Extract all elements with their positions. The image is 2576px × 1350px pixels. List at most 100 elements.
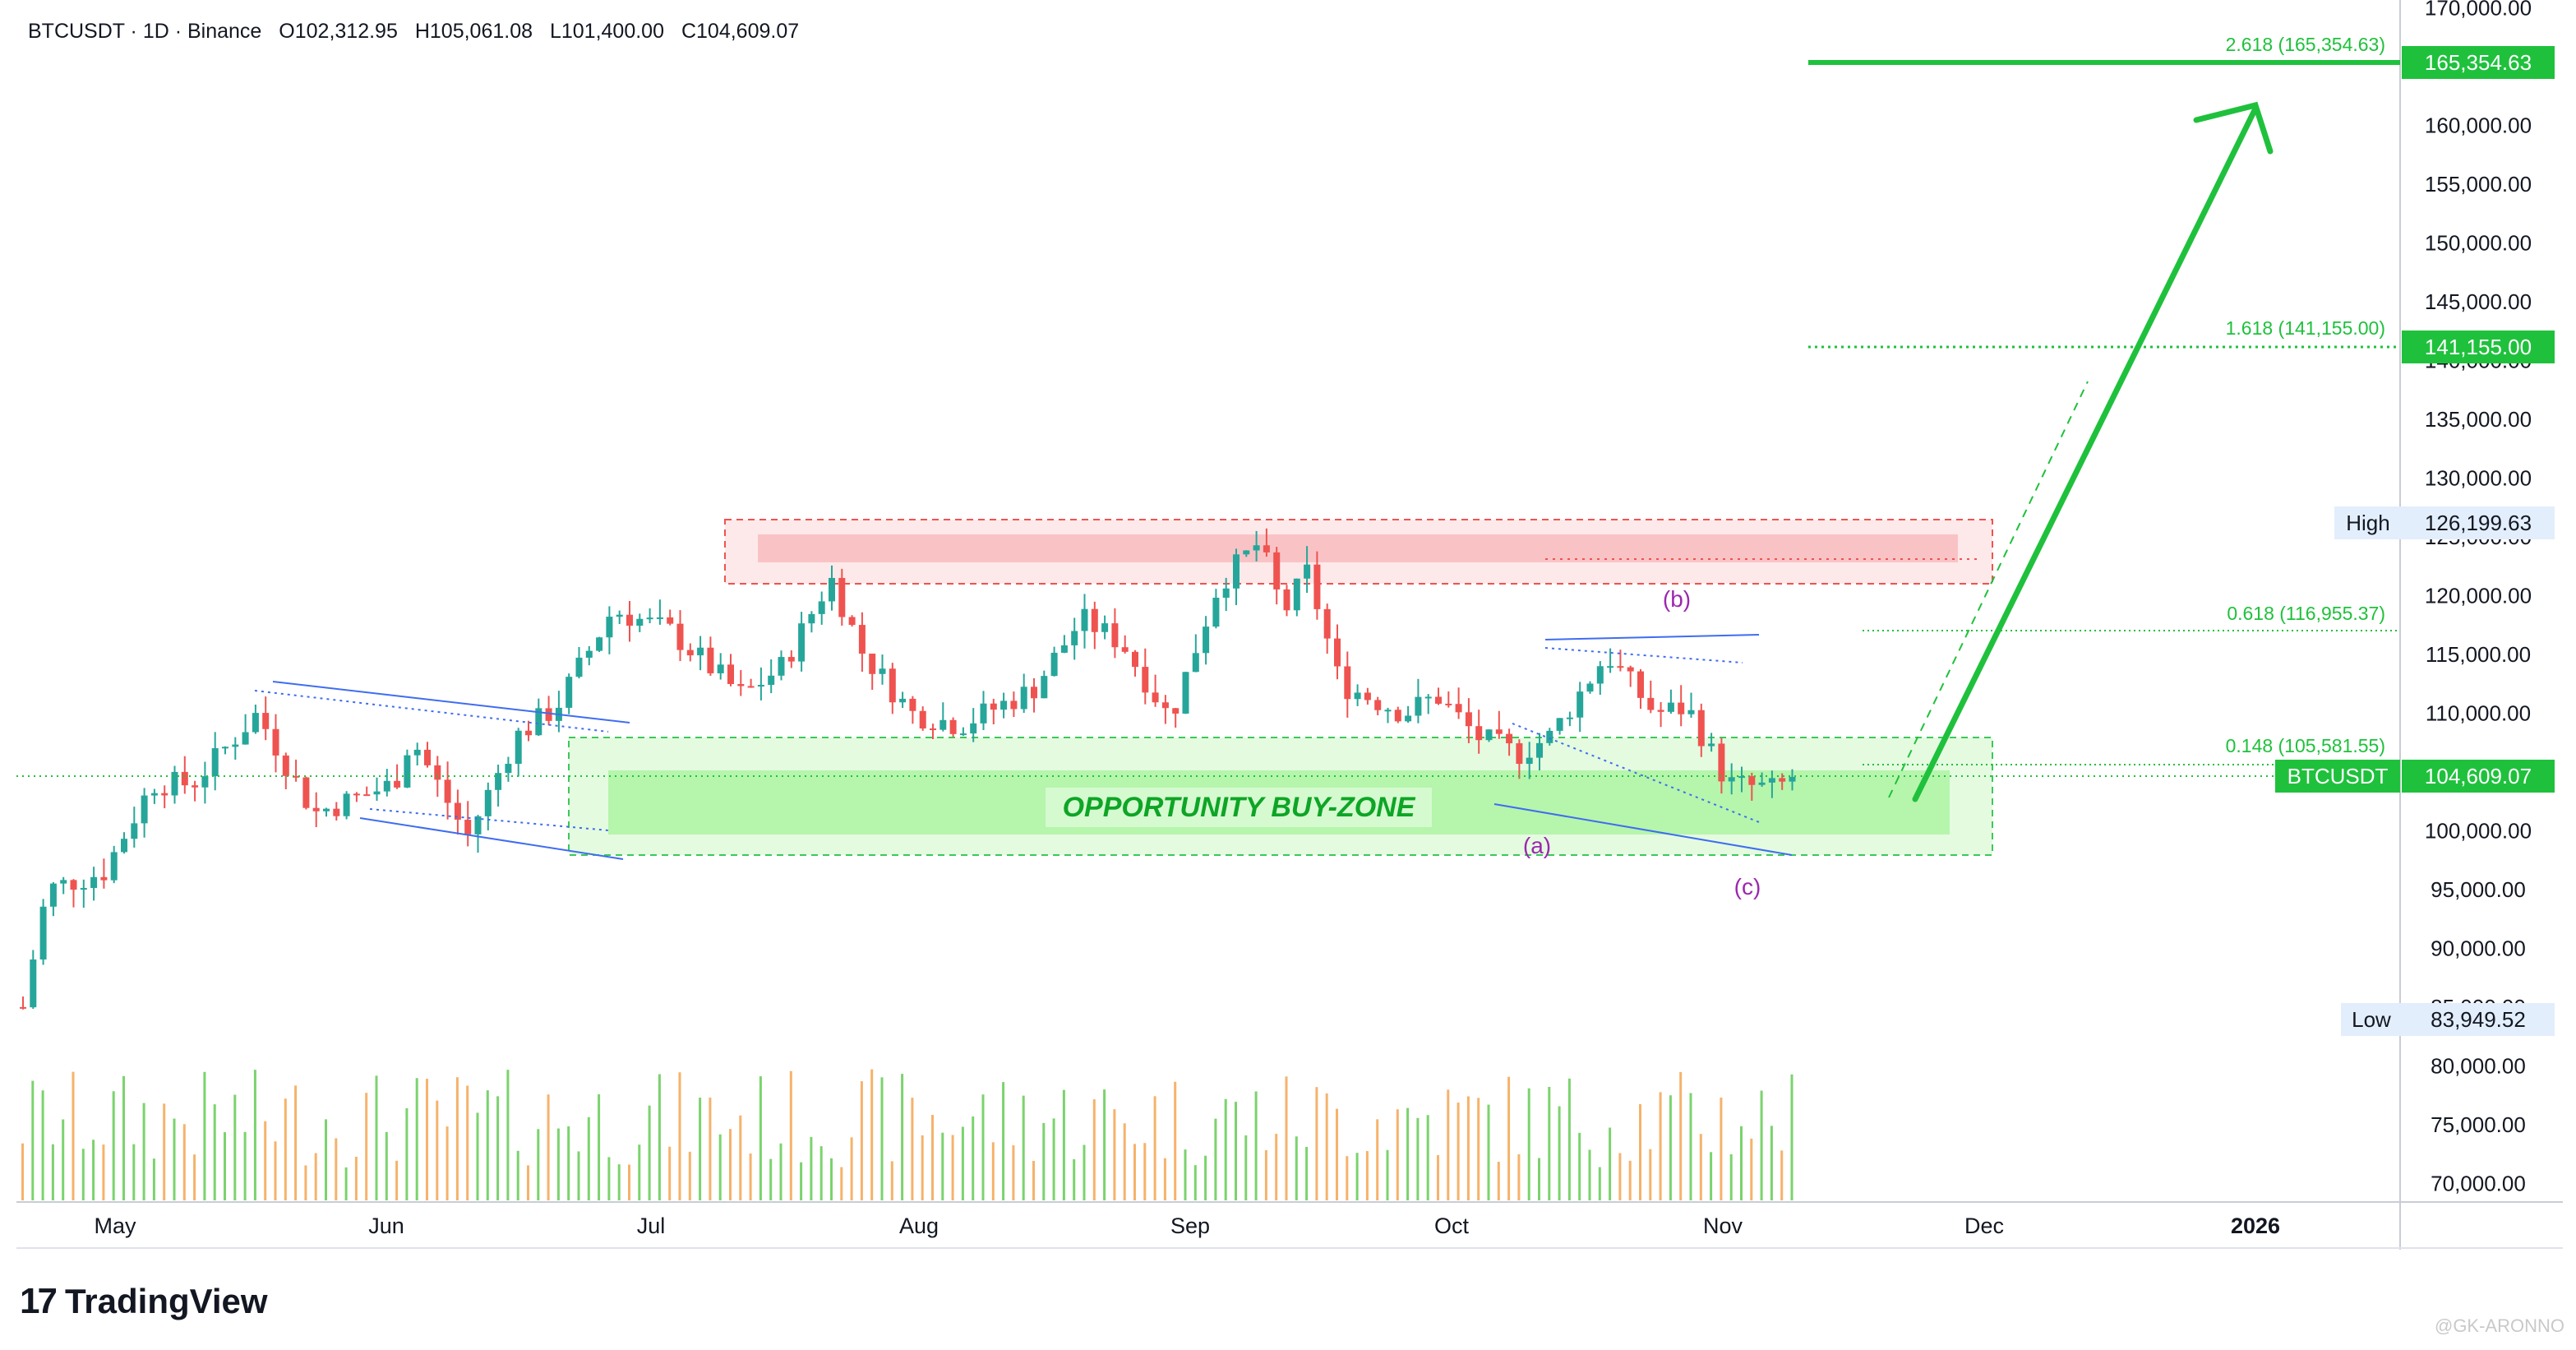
candle-body bbox=[1334, 638, 1341, 667]
candle-body bbox=[1091, 608, 1098, 632]
candle-body bbox=[1687, 710, 1695, 714]
volume-bar bbox=[1609, 1127, 1612, 1200]
buy-zone-label: OPPORTUNITY BUY-ZONE bbox=[1046, 788, 1432, 827]
volume-bar bbox=[405, 1107, 409, 1200]
volume-bar bbox=[1487, 1104, 1490, 1200]
y-tick-label: 75,000.00 bbox=[2431, 1112, 2526, 1137]
candle-body bbox=[70, 880, 77, 890]
candle-body bbox=[302, 777, 310, 808]
candle-body bbox=[1010, 700, 1018, 710]
candle-body bbox=[919, 710, 926, 729]
volume-bar bbox=[1235, 1102, 1237, 1200]
candle-body bbox=[464, 820, 472, 835]
volume-bar bbox=[395, 1160, 399, 1200]
candle-body bbox=[1637, 671, 1644, 698]
volume-bar bbox=[1710, 1152, 1713, 1200]
svg-text:BTCUSDT: BTCUSDT bbox=[2287, 764, 2389, 788]
volume-bar bbox=[1365, 1151, 1369, 1200]
volume-bar bbox=[1062, 1089, 1065, 1200]
candle-body bbox=[424, 749, 431, 765]
volume-bar bbox=[1012, 1145, 1015, 1200]
volume-bar bbox=[112, 1091, 115, 1200]
candle-body bbox=[1405, 715, 1412, 722]
candle-body bbox=[1081, 608, 1088, 631]
volume-bar bbox=[1346, 1156, 1349, 1200]
candle-body bbox=[60, 880, 67, 884]
candle-body bbox=[1152, 692, 1159, 703]
candle-body bbox=[1111, 623, 1119, 648]
volume-bar bbox=[800, 1162, 803, 1200]
volume-bar bbox=[830, 1158, 833, 1200]
x-tick-label: 2026 bbox=[2231, 1214, 2280, 1238]
y-tick-label: 170,000.00 bbox=[2425, 0, 2532, 21]
candle-body bbox=[1607, 666, 1614, 668]
volume-bar bbox=[1103, 1089, 1106, 1200]
volume-bar bbox=[1264, 1149, 1267, 1200]
candle-body bbox=[1283, 589, 1290, 611]
candle-body bbox=[1627, 667, 1634, 672]
volume-bar bbox=[931, 1115, 934, 1200]
candle-body bbox=[616, 614, 623, 617]
volume-bar bbox=[668, 1146, 672, 1200]
candle-body bbox=[1212, 598, 1220, 627]
candle-body bbox=[879, 668, 886, 674]
volume-bar bbox=[1466, 1096, 1470, 1200]
price-tag-current: BTCUSDT 104,609.07 bbox=[2275, 760, 2555, 793]
y-tick-label: 80,000.00 bbox=[2431, 1053, 2526, 1078]
volume-bar bbox=[1224, 1098, 1227, 1200]
volume-bar bbox=[426, 1079, 428, 1200]
volume-bar bbox=[1416, 1117, 1420, 1200]
candle-body bbox=[444, 779, 451, 803]
candle-body bbox=[1071, 631, 1078, 645]
volume-bar bbox=[1558, 1106, 1561, 1200]
candle-body bbox=[1526, 757, 1533, 765]
candle-body bbox=[222, 747, 229, 749]
y-tick-label: 150,000.00 bbox=[2425, 231, 2532, 256]
volume-bar bbox=[759, 1076, 762, 1200]
price-tag-low: Low 83,949.52 bbox=[2341, 1003, 2555, 1036]
tradingview-logo[interactable]: 17 TradingView bbox=[20, 1281, 268, 1322]
ohlc-high: H105,061.08 bbox=[414, 20, 533, 43]
volume-bar bbox=[658, 1074, 661, 1200]
volume-bar bbox=[1598, 1167, 1601, 1200]
candle-body bbox=[110, 852, 118, 881]
volume-bar bbox=[274, 1141, 277, 1200]
candlesticks bbox=[20, 528, 1796, 1010]
candle-body bbox=[858, 625, 866, 654]
y-axis-ticks: 170,000.00165,000.00160,000.00155,000.00… bbox=[2425, 0, 2532, 1195]
volume-bar bbox=[1275, 1134, 1278, 1200]
y-tick-label: 130,000.00 bbox=[2425, 465, 2532, 490]
symbol-header: BTCUSDT · 1D · Binance O102,312.95 H105,… bbox=[28, 20, 810, 44]
volume-bars bbox=[21, 1069, 1794, 1200]
correction-wedge bbox=[1493, 634, 1793, 856]
volume-bar bbox=[1720, 1097, 1723, 1200]
volume-bar bbox=[1193, 1165, 1197, 1200]
candle-body bbox=[990, 703, 997, 710]
candle-body bbox=[1708, 743, 1715, 747]
volume-bar bbox=[1750, 1138, 1753, 1200]
candle-body bbox=[1000, 700, 1008, 710]
symbol-label[interactable]: BTCUSDT · 1D · Binance bbox=[28, 20, 262, 43]
volume-bar bbox=[699, 1098, 702, 1200]
volume-bar bbox=[1477, 1098, 1480, 1200]
volume-bar bbox=[294, 1085, 298, 1200]
candle-body bbox=[1779, 778, 1786, 782]
svg-text:104,609.07: 104,609.07 bbox=[2425, 764, 2532, 788]
candle-body bbox=[747, 686, 755, 688]
candle-body bbox=[818, 601, 825, 614]
volume-bar bbox=[72, 1071, 75, 1200]
volume-bar bbox=[152, 1158, 155, 1200]
volume-bar bbox=[325, 1119, 327, 1200]
candle-body bbox=[171, 771, 178, 796]
target-arrow bbox=[1912, 101, 2274, 802]
candle-body bbox=[1293, 578, 1300, 611]
volume-bar bbox=[1083, 1144, 1086, 1200]
y-tick-label: 120,000.00 bbox=[2425, 583, 2532, 608]
volume-bar bbox=[1437, 1155, 1439, 1200]
y-tick-label: 70,000.00 bbox=[2431, 1171, 2526, 1195]
price-tag-target-1618: 141,155.00 bbox=[2402, 331, 2555, 363]
candle-body bbox=[930, 728, 936, 731]
candle-body bbox=[252, 713, 259, 733]
candle-body bbox=[131, 823, 138, 839]
